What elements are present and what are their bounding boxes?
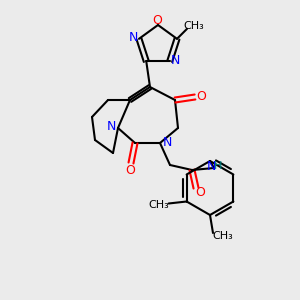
Text: N: N (128, 31, 138, 44)
Text: CH₃: CH₃ (184, 21, 204, 31)
Text: CH₃: CH₃ (148, 200, 169, 209)
Text: N: N (106, 121, 116, 134)
Text: CH₃: CH₃ (213, 231, 233, 241)
Text: O: O (125, 164, 135, 176)
Text: O: O (152, 14, 162, 28)
Text: H: H (214, 161, 222, 171)
Text: O: O (195, 187, 205, 200)
Text: N: N (171, 54, 180, 67)
Text: N: N (206, 160, 216, 172)
Text: O: O (196, 91, 206, 103)
Text: N: N (162, 136, 172, 148)
